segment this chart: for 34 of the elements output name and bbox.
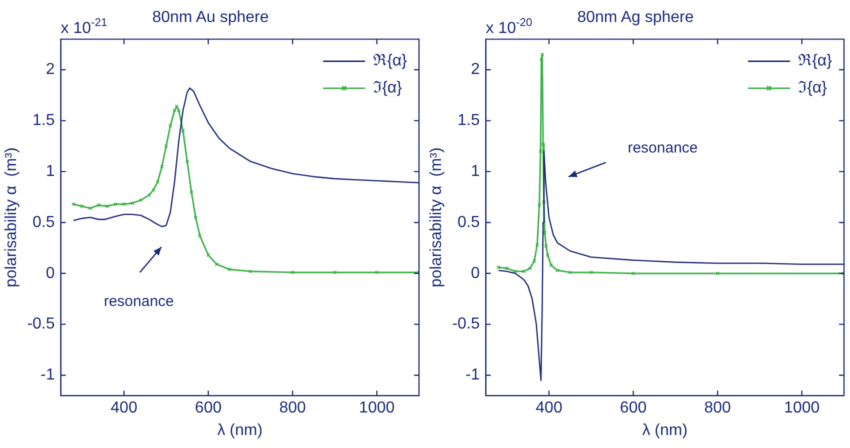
- y-tick-label: 1: [470, 162, 480, 180]
- y-tick-label: -1: [466, 366, 480, 384]
- legend-label: ℑ{α}: [798, 80, 828, 97]
- x-tick-label: 800: [704, 400, 732, 417]
- y-tick-label: -0.5: [452, 316, 480, 333]
- y-tick-label: 1.5: [32, 112, 55, 130]
- annotation: resonance: [104, 293, 174, 310]
- y-tick-label: 0.5: [458, 214, 480, 231]
- x-axis-title: λ (nm): [217, 422, 263, 439]
- y-tick-label: 0: [470, 264, 480, 282]
- x-tick-label: 1000: [784, 400, 820, 417]
- legend-label: ℜ{α}: [373, 52, 408, 70]
- x-tick-label: 400: [536, 400, 562, 417]
- x-tick-label: 400: [110, 400, 138, 417]
- annotation: resonance: [628, 139, 698, 156]
- y-axis-title: polarisability α (m³): [3, 147, 20, 288]
- legend-label: ℜ{α}: [798, 52, 833, 70]
- chart-title: 80nm Au sphere: [152, 9, 269, 26]
- x-tick-label: 800: [279, 400, 306, 417]
- y-axis-title: polarisability α (m³): [428, 147, 446, 288]
- x-tick-label: 600: [194, 400, 222, 417]
- y-tick-label: -1: [40, 366, 55, 384]
- legend-label: ℑ{α}: [373, 80, 403, 97]
- y-tick-label: -0.5: [27, 316, 55, 333]
- x-tick-label: 1000: [359, 400, 395, 417]
- y-tick-label: 0: [46, 264, 55, 282]
- y-tick-label: 1.5: [458, 112, 480, 130]
- x-axis-title: λ (nm): [642, 422, 688, 439]
- chart-title: 80nm Ag sphere: [577, 9, 694, 26]
- y-tick-label: 2: [46, 61, 55, 78]
- y-tick-label: 0.5: [32, 214, 55, 231]
- y-tick-label: 1: [46, 162, 55, 180]
- x-tick-label: 600: [620, 400, 647, 417]
- y-tick-label: 2: [470, 61, 480, 78]
